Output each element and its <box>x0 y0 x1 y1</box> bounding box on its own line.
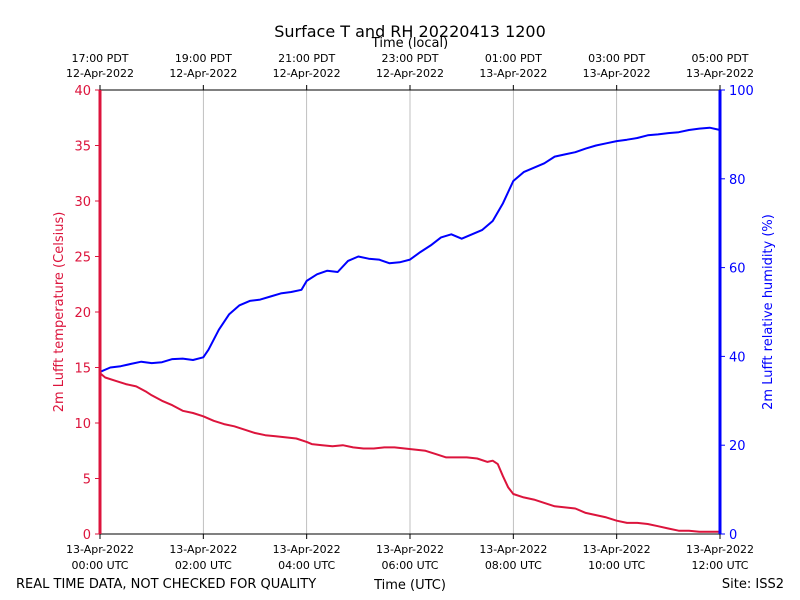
bottom-tick-time: 06:00 UTC <box>381 559 438 572</box>
temperature-series-line <box>99 372 720 533</box>
right-tick-label: 40 <box>729 350 746 365</box>
left-y-axis-label: 2m Lufft temperature (Celsius) <box>52 212 67 413</box>
bottom-tick-date: 13-Apr-2022 <box>169 543 237 556</box>
top-tick-date: 12-Apr-2022 <box>273 67 341 80</box>
bottom-tick-time: 08:00 UTC <box>485 559 542 572</box>
quality-disclaimer: REAL TIME DATA, NOT CHECKED FOR QUALITY <box>16 577 316 592</box>
bottom-tick-time: 04:00 UTC <box>278 559 335 572</box>
right-tick-label: 80 <box>729 173 746 188</box>
bottom-tick-date: 13-Apr-2022 <box>273 543 341 556</box>
left-tick-label: 40 <box>74 84 91 99</box>
top-tick-time: 23:00 PDT <box>381 52 438 65</box>
left-tick-label: 0 <box>83 528 91 543</box>
bottom-tick-time: 10:00 UTC <box>588 559 645 572</box>
left-tick-label: 25 <box>74 251 91 266</box>
top-tick-date: 12-Apr-2022 <box>66 67 134 80</box>
top-tick-date: 12-Apr-2022 <box>169 67 237 80</box>
bottom-tick-time: 12:00 UTC <box>691 559 748 572</box>
bottom-tick-date: 13-Apr-2022 <box>583 543 651 556</box>
right-tick-label: 100 <box>729 84 754 99</box>
top-tick-date: 13-Apr-2022 <box>686 67 754 80</box>
top-tick-time: 17:00 PDT <box>71 52 128 65</box>
bottom-tick-time: 00:00 UTC <box>71 559 128 572</box>
top-axis-ticks: 17:00 PDT 12-Apr-2022 19:00 PDT 12-Apr-2022… <box>66 52 754 90</box>
right-tick-label: 0 <box>729 528 737 543</box>
right-y-axis-label: 2m Lufft relative humidity (%) <box>761 214 776 410</box>
top-axis-label: Time (local) <box>371 36 448 51</box>
chart-title: Surface T and RH 20220413 1200 <box>274 22 546 41</box>
top-tick-date: 13-Apr-2022 <box>479 67 547 80</box>
bottom-axis-ticks: 13-Apr-2022 00:00 UTC 13-Apr-2022 02:00 UTC… <box>66 534 754 572</box>
right-axis-ticks: 0 20 40 60 80 100 <box>720 84 754 543</box>
top-tick-time: 21:00 PDT <box>278 52 335 65</box>
bottom-tick-time: 02:00 UTC <box>175 559 232 572</box>
left-tick-label: 35 <box>74 140 91 155</box>
x-axis-label: Time (UTC) <box>373 578 446 593</box>
bottom-tick-date: 13-Apr-2022 <box>686 543 754 556</box>
left-tick-label: 20 <box>74 306 91 321</box>
left-axis-ticks: 0 5 10 15 20 25 30 35 40 <box>74 84 100 543</box>
top-tick-time: 03:00 PDT <box>588 52 645 65</box>
left-tick-label: 5 <box>83 473 91 488</box>
bottom-tick-date: 13-Apr-2022 <box>479 543 547 556</box>
top-tick-time: 19:00 PDT <box>175 52 232 65</box>
site-label: Site: ISS2 <box>722 577 784 592</box>
top-tick-time: 01:00 PDT <box>485 52 542 65</box>
left-tick-label: 10 <box>74 417 91 432</box>
bottom-tick-date: 13-Apr-2022 <box>376 543 444 556</box>
top-tick-time: 05:00 PDT <box>691 52 748 65</box>
vertical-grid <box>202 90 618 534</box>
left-tick-label: 15 <box>74 362 91 377</box>
top-tick-date: 13-Apr-2022 <box>583 67 651 80</box>
left-tick-label: 30 <box>74 195 91 210</box>
top-tick-date: 12-Apr-2022 <box>376 67 444 80</box>
bottom-tick-date: 13-Apr-2022 <box>66 543 134 556</box>
right-tick-label: 20 <box>729 439 746 454</box>
humidity-series-line <box>99 126 721 373</box>
right-tick-label: 60 <box>729 262 746 277</box>
